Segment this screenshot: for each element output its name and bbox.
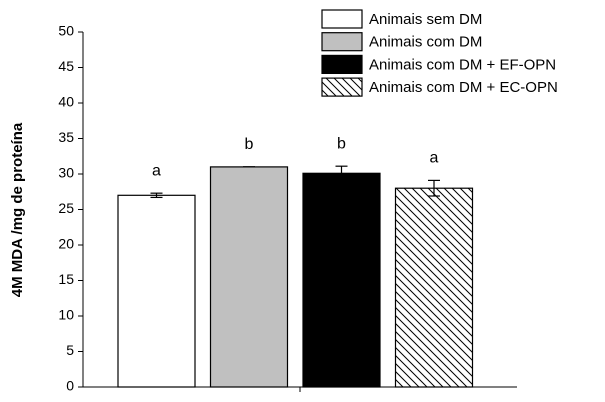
significance-letter: a	[152, 162, 161, 179]
y-tick-label: 20	[58, 236, 74, 252]
y-tick-label: 30	[58, 165, 74, 181]
y-tick-label: 25	[58, 200, 74, 216]
significance-letter: b	[337, 135, 346, 152]
y-tick-label: 35	[58, 129, 74, 145]
legend-swatch	[321, 54, 363, 75]
legend-label: Animais sem DM	[369, 11, 482, 28]
y-tick-label: 50	[58, 23, 74, 39]
bar	[117, 194, 196, 388]
y-tick-label: 15	[58, 271, 74, 287]
legend-swatch	[321, 32, 363, 52]
y-tick-label: 45	[58, 58, 74, 74]
bar	[302, 172, 381, 388]
error-bar	[335, 165, 348, 181]
bar	[209, 166, 289, 388]
y-tick-label: 10	[58, 307, 74, 323]
significance-letter: a	[430, 150, 439, 167]
legend-label: Animais com DM + EF-OPN	[369, 56, 556, 73]
error-bar	[428, 179, 440, 197]
y-tick-label: 0	[66, 378, 74, 394]
significance-letter: b	[245, 136, 254, 153]
bar	[394, 187, 474, 388]
legend-label: Animais com DM	[369, 34, 482, 51]
error-bar	[150, 192, 163, 199]
legend-swatch	[321, 77, 363, 97]
y-tick-label: 5	[66, 342, 74, 358]
y-axis-label: 4M MDA /mg de proteína	[9, 122, 26, 297]
legend-swatch	[321, 9, 363, 29]
legend-label: Animais com DM + EC-OPN	[369, 79, 558, 96]
y-tick-label: 40	[58, 94, 74, 110]
